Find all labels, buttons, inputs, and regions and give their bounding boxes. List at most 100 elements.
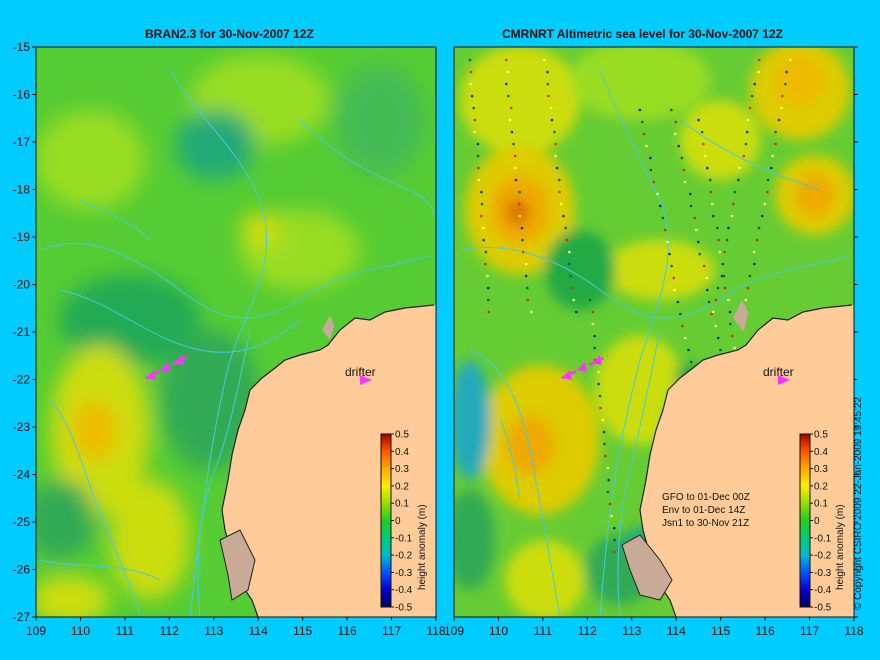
track-point xyxy=(483,262,487,266)
colorbar-tick-label: 0.5 xyxy=(814,430,828,441)
x-tick-label: 112 xyxy=(578,624,597,638)
track-point xyxy=(480,202,484,206)
track-point xyxy=(711,310,715,314)
track-point xyxy=(656,192,659,196)
x-tick-label: 117 xyxy=(800,624,819,638)
colorbar-tick-label: -0.4 xyxy=(395,585,413,596)
x-tick-label: 113 xyxy=(204,624,223,638)
track-point xyxy=(487,310,491,314)
track-point xyxy=(723,286,727,290)
track-point xyxy=(524,274,528,278)
track-point xyxy=(469,82,473,86)
track-point xyxy=(521,250,525,254)
x-tick-label: 115 xyxy=(293,624,312,638)
track-point xyxy=(517,202,521,206)
track-point xyxy=(738,166,741,170)
track-point xyxy=(608,502,612,506)
track-point xyxy=(612,526,616,530)
track-point xyxy=(526,298,530,302)
colorbar-tick-label: -0.2 xyxy=(814,551,832,562)
track-point xyxy=(504,82,508,86)
track-point xyxy=(771,154,774,158)
track-point xyxy=(752,250,756,254)
track-point xyxy=(606,466,610,470)
track-point xyxy=(530,310,533,314)
track-point xyxy=(509,106,513,110)
x-tick-label: 110 xyxy=(489,624,508,638)
track-point xyxy=(689,360,693,364)
track-point xyxy=(591,310,594,314)
shark-bay-right xyxy=(621,534,673,601)
track-point xyxy=(731,334,734,338)
colorbar-tick-label: -0.5 xyxy=(814,603,832,614)
track-point xyxy=(681,324,684,328)
colorbar-tick-label: -0.3 xyxy=(395,568,413,579)
track-point xyxy=(567,262,571,266)
colorbar-label: height anomaly (m) xyxy=(835,504,846,590)
track-point xyxy=(612,550,616,554)
track-point xyxy=(559,202,563,206)
track-point xyxy=(564,226,568,230)
track-point xyxy=(613,538,616,542)
track-point xyxy=(670,264,673,268)
track-point xyxy=(547,94,550,98)
y-tick-label: -26 xyxy=(13,563,31,577)
track-point xyxy=(697,240,700,244)
track-point xyxy=(518,214,522,218)
track-point xyxy=(728,310,732,314)
track-point xyxy=(703,154,707,158)
bathymetry-contours xyxy=(39,69,435,617)
colorbar-tick-label: -0.1 xyxy=(814,533,832,544)
x-tick-label: 116 xyxy=(338,624,357,638)
track-point xyxy=(708,178,712,182)
track-point xyxy=(506,70,509,74)
y-tick-label: -24 xyxy=(13,468,31,482)
track-point xyxy=(757,70,761,74)
colorbar-tick-label: 0.3 xyxy=(395,464,409,475)
x-tick-label: 118 xyxy=(426,624,445,638)
drifter-marker xyxy=(778,375,790,385)
track-point xyxy=(512,142,515,146)
track-point xyxy=(750,94,754,98)
track-point xyxy=(604,454,607,458)
track-point xyxy=(574,310,578,314)
colorbar-left: 0.5 0.4 0.3 0.2 0.1 0 -0.1 -0.2 -0.3 -0.4 -0.5 hei… xyxy=(380,430,428,614)
track-point xyxy=(597,370,600,374)
track-point xyxy=(477,178,481,182)
track-point xyxy=(473,118,477,122)
colorbar-tick-label: 0.5 xyxy=(395,430,409,441)
drifter-track xyxy=(145,354,189,380)
anomaly-blobs xyxy=(36,55,425,617)
drifter-marker xyxy=(360,375,372,385)
colorbar-tick-label: -0.1 xyxy=(395,533,413,544)
track-point xyxy=(599,406,602,410)
track-point xyxy=(717,238,720,242)
track-point xyxy=(638,108,642,112)
track-point xyxy=(757,58,761,62)
track-point xyxy=(705,276,709,280)
track-point xyxy=(670,108,673,112)
track-point xyxy=(722,274,726,278)
x-tick-label: 115 xyxy=(711,624,730,638)
track-point xyxy=(476,154,480,158)
track-point xyxy=(486,298,490,302)
track-point xyxy=(508,118,512,122)
track-point xyxy=(521,238,524,242)
track-point xyxy=(553,130,556,134)
track-point xyxy=(558,190,561,194)
reef xyxy=(733,300,748,332)
track-point xyxy=(470,94,474,98)
track-point xyxy=(711,202,714,206)
track-point xyxy=(718,250,722,254)
track-point xyxy=(714,324,718,328)
track-point xyxy=(729,322,732,326)
track-point xyxy=(730,214,734,218)
track-point xyxy=(486,286,490,290)
track-point xyxy=(555,166,559,170)
axis-ticks: 109 110 111 112 113 114 115 116 117 118 -15 -16 -17 -… xyxy=(13,40,864,638)
y-tick-label: -23 xyxy=(13,420,31,434)
track-point xyxy=(658,204,662,208)
track-point xyxy=(723,250,726,254)
track-point xyxy=(769,166,773,170)
x-tick-label: 114 xyxy=(249,624,268,638)
